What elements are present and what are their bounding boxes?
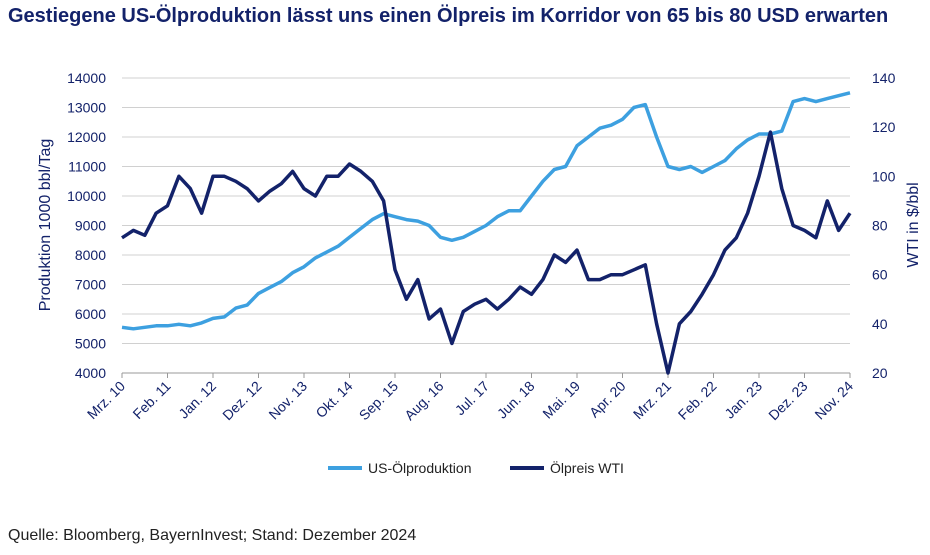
x-tick-label: Feb. 22 [675,378,720,423]
y-tick-label: 9000 [75,218,106,234]
y2-axis-label: WTI in $/bbl [905,182,922,267]
x-tick-label: Jan. 12 [175,378,219,422]
y2-tick-label: 140 [872,70,896,86]
x-tick-label: Aug. 16 [401,378,447,424]
data-line [121,91,851,331]
y2-tick-label: 40 [872,316,888,332]
y2-tick-label: 60 [872,267,888,283]
x-tick-label: Feb. 11 [129,378,173,422]
y-tick-label: 10000 [67,188,106,204]
x-tick-label: Mai. 19 [539,378,583,422]
y2-tick-label: 20 [872,365,888,381]
legend-label: US-Ölproduktion [368,459,472,476]
y-tick-label: 5000 [75,336,106,352]
y-tick-label: 11000 [68,159,106,175]
legend-label: Ölpreis WTI [550,459,624,476]
y-tick-label: 7000 [75,277,106,293]
x-tick-label: Nov. 13 [265,378,310,423]
x-tick-label: Apr. 20 [586,378,629,421]
x-tick-label: Sep. 15 [356,378,402,424]
y2-tick-label: 100 [872,168,896,184]
source-note: Quelle: Bloomberg, BayernInvest; Stand: … [8,527,416,544]
data-line [121,130,852,375]
y2-tick-label: 80 [872,218,888,234]
y2-tick-label: 120 [872,119,896,135]
y-tick-label: 6000 [75,306,106,322]
x-tick-label: Okt. 14 [312,378,355,421]
y-axis-label: Produktion 1000 bbl/Tag [37,139,54,312]
x-tick-label: Jun. 18 [494,378,538,422]
x-tick-label: Nov. 24 [811,378,856,423]
y-tick-label: 14000 [67,70,106,86]
chart-title: Gestiegene US-Ölproduktion lässt uns ein… [8,4,888,27]
x-tick-label: Mrz. 21 [630,378,674,422]
x-tick-label: Jan. 23 [721,378,765,422]
y-tick-label: 12000 [67,129,106,145]
x-tick-label: Dez. 12 [219,378,265,424]
y-tick-label: 8000 [75,247,106,263]
y-tick-label: 13000 [67,100,106,116]
x-tick-label: Jul. 17 [452,378,493,419]
x-tick-label: Dez. 23 [765,378,811,424]
x-tick-label: Mrz. 10 [84,378,128,422]
y-tick-label: 4000 [75,365,106,381]
